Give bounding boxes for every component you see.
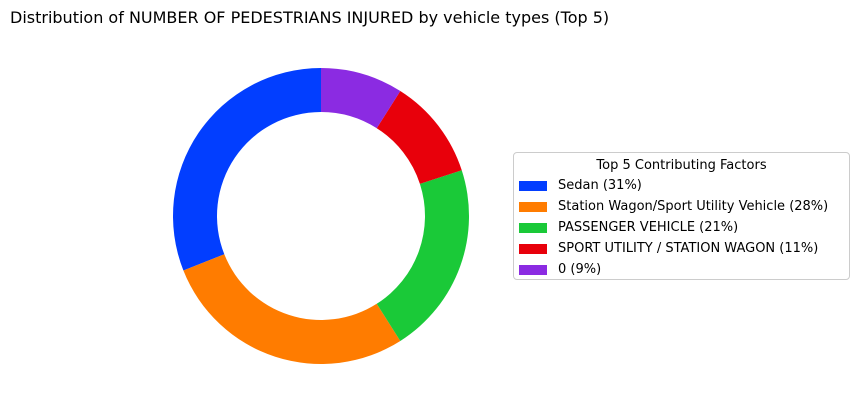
legend-item-3: SPORT UTILITY / STATION WAGON (11%) xyxy=(519,238,849,259)
legend-label-3: SPORT UTILITY / STATION WAGON (11%) xyxy=(558,241,819,256)
legend-swatch-4 xyxy=(519,264,547,275)
chart-title: Distribution of NUMBER OF PEDESTRIANS IN… xyxy=(10,8,610,27)
donut-slice-0 xyxy=(173,68,321,271)
legend-label-4: 0 (9%) xyxy=(558,262,602,277)
legend: Top 5 Contributing Factors Sedan (31%) St… xyxy=(513,152,850,280)
legend-swatch-0 xyxy=(519,180,547,191)
legend-item-0: Sedan (31%) xyxy=(519,175,849,196)
donut-slice-3 xyxy=(376,91,462,184)
legend-swatch-1 xyxy=(519,201,547,212)
legend-item-1: Station Wagon/Sport Utility Vehicle (28%… xyxy=(519,196,849,217)
legend-item-4: 0 (9%) xyxy=(519,259,849,280)
donut-slice-1 xyxy=(183,254,401,364)
donut-slice-2 xyxy=(376,170,469,341)
legend-swatch-3 xyxy=(519,243,547,254)
legend-label-1: Station Wagon/Sport Utility Vehicle (28%… xyxy=(558,199,829,214)
donut-slice-4 xyxy=(321,68,401,129)
legend-title: Top 5 Contributing Factors xyxy=(596,158,767,173)
legend-item-2: PASSENGER VEHICLE (21%) xyxy=(519,217,849,238)
legend-swatch-2 xyxy=(519,222,547,233)
legend-list: Sedan (31%) Station Wagon/Sport Utility V… xyxy=(514,175,849,280)
legend-label-2: PASSENGER VEHICLE (21%) xyxy=(558,220,739,235)
legend-label-0: Sedan (31%) xyxy=(558,178,642,193)
